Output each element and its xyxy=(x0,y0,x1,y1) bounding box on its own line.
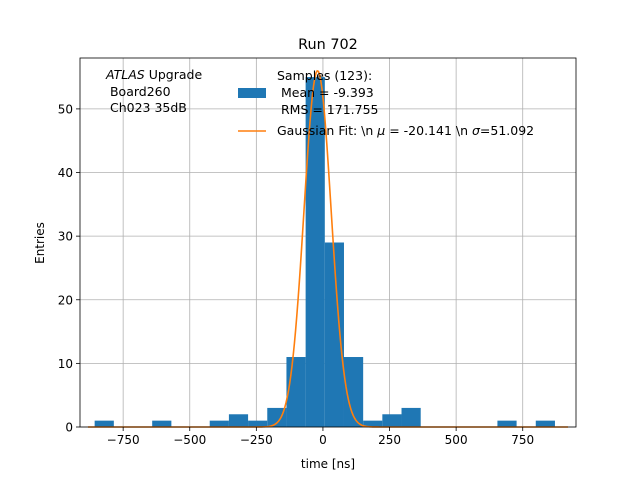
legend: Samples (123): Mean = -9.393 RMS = 171.7… xyxy=(238,68,534,138)
legend-hist-label-3: RMS = 171.755 xyxy=(277,102,379,117)
histogram-bar xyxy=(152,420,172,427)
histogram-bar xyxy=(286,357,306,427)
y-tick-label: 0 xyxy=(65,421,73,435)
x-tick-label: −500 xyxy=(173,433,206,447)
x-axis-ticks: −750 −500 −250 0 250 500 750 xyxy=(107,427,534,447)
y-tick-label: 40 xyxy=(58,166,73,180)
x-tick-label: 750 xyxy=(511,433,534,447)
histogram-bar xyxy=(401,407,421,427)
histogram-bar xyxy=(382,414,402,427)
atlas-annotation: ATLAS Upgrade Board260 Ch023 35dB xyxy=(105,67,202,115)
y-tick-label: 20 xyxy=(58,293,73,307)
x-tick-label: −250 xyxy=(240,433,273,447)
legend-hist-label-2: Mean = -9.393 xyxy=(277,85,374,100)
plot-frame xyxy=(79,57,577,428)
histogram-bar xyxy=(248,420,268,427)
histogram-bar xyxy=(497,420,517,427)
grid-lines xyxy=(80,58,576,428)
legend-fit-label: Gaussian Fit: \n μ = -20.141 \n σ=51.092 xyxy=(277,123,534,138)
histogram-bar xyxy=(267,407,287,427)
histogram-bar xyxy=(228,414,249,427)
histogram-bar xyxy=(94,420,114,427)
legend-hist-label-1: Samples (123): xyxy=(277,68,372,83)
atlas-line-2: Board260 xyxy=(106,84,171,99)
y-axis-label: Entries xyxy=(33,222,47,264)
histogram-bar xyxy=(209,420,229,427)
atlas-word: ATLAS xyxy=(105,67,145,82)
chart-title: Run 702 xyxy=(298,37,358,53)
histogram-bar xyxy=(343,357,364,427)
upgrade-word: Upgrade xyxy=(145,67,203,82)
x-axis-label: time [ns] xyxy=(301,457,355,471)
y-axis-ticks: 0 10 20 30 40 50 xyxy=(58,102,80,435)
x-tick-label: 250 xyxy=(378,433,401,447)
atlas-line-3: Ch023 35dB xyxy=(106,100,187,115)
histogram-bar xyxy=(305,77,325,427)
y-tick-label: 30 xyxy=(58,230,73,244)
histogram-bar xyxy=(363,420,383,427)
histogram-bars xyxy=(94,77,555,427)
y-tick-label: 50 xyxy=(58,102,73,116)
histogram-bar xyxy=(324,242,344,427)
atlas-line-1: ATLAS Upgrade xyxy=(105,67,202,82)
legend-hist-swatch xyxy=(238,88,266,98)
x-tick-label: 0 xyxy=(319,433,327,447)
y-tick-label: 10 xyxy=(58,357,73,371)
x-tick-label: 500 xyxy=(445,433,468,447)
x-tick-label: −750 xyxy=(107,433,140,447)
histogram-bar xyxy=(535,420,555,427)
